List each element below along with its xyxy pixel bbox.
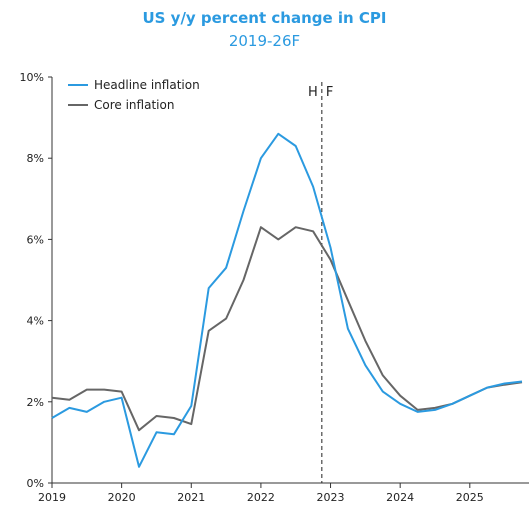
x-tick-label: 2019 xyxy=(38,491,66,504)
series-line-headline xyxy=(51,132,523,468)
y-tick-label: 10% xyxy=(20,71,44,84)
legend-label-core: Core inflation xyxy=(94,98,174,112)
y-tick-label: 4% xyxy=(27,315,44,328)
y-tick-label: 6% xyxy=(27,233,44,246)
legend: Headline inflation Core inflation xyxy=(68,78,200,112)
axes: 0% 2% 4% 6% 8% 10% 2019 2020 2021 2022 2023 2024 202… xyxy=(20,71,529,504)
forecast-label: F xyxy=(326,85,333,100)
y-tick-label: 2% xyxy=(27,396,44,409)
legend-label-headline: Headline inflation xyxy=(94,78,200,92)
y-tick-label: 0% xyxy=(27,477,44,490)
x-tick-label: 2022 xyxy=(247,491,275,504)
y-tick-label: 8% xyxy=(27,152,44,165)
x-tick-label: 2021 xyxy=(177,491,205,504)
chart-title: US y/y percent change in CPI xyxy=(142,9,387,27)
x-tick-label: 2024 xyxy=(386,491,414,504)
x-tick-label: 2023 xyxy=(317,491,345,504)
x-tick-label: 2020 xyxy=(108,491,136,504)
x-tick-label: 2025 xyxy=(456,491,484,504)
chart-subtitle: 2019-26F xyxy=(228,32,301,50)
history-label: H xyxy=(308,85,318,100)
